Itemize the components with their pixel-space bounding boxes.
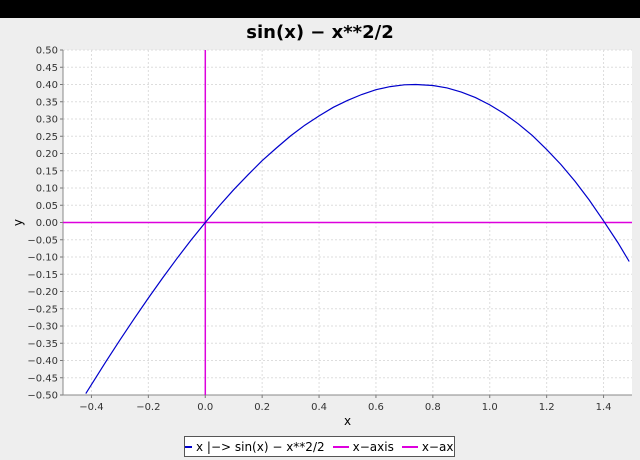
y-tick-label: −0.50 — [27, 391, 58, 402]
chart-title: sin(x) − x**2/2 — [246, 22, 394, 43]
legend-label-x-axis-horizontal: x−axis — [352, 439, 394, 454]
legend-swatch-function — [185, 445, 192, 448]
y-tick-label: 0.10 — [36, 184, 58, 195]
y-axis-label: y — [11, 219, 25, 226]
y-tick-label: 0.30 — [36, 115, 58, 126]
y-tick-label: 0.00 — [36, 218, 58, 229]
y-tick-label: 0.05 — [36, 201, 58, 212]
legend-item-x-axis-vertical: x−axis — [401, 439, 454, 454]
legend-item-function: x |−> sin(x) − x**2/2 — [185, 439, 325, 454]
y-tick-label: 0.50 — [36, 46, 58, 57]
function-curve — [85, 83, 630, 394]
y-tick-label: −0.30 — [27, 322, 58, 333]
y-tick-label: −0.20 — [27, 287, 58, 298]
y-tick-label: 0.40 — [36, 80, 58, 91]
x-tick-label: 1.4 — [596, 402, 612, 413]
y-tick-label: 0.35 — [36, 97, 58, 108]
y-tick-label: −0.35 — [27, 339, 58, 350]
legend-swatch-x-axis-vertical — [401, 445, 418, 448]
legend-item-x-axis-horizontal: x−axis — [332, 439, 394, 454]
y-tick-label: −0.15 — [27, 270, 58, 281]
y-tick-label: −0.05 — [27, 235, 58, 246]
y-tick-label: 0.15 — [36, 166, 58, 177]
window-top-bar — [0, 0, 640, 18]
x-tick-label: −0.4 — [79, 402, 103, 413]
legend-swatch-x-axis-horizontal — [332, 445, 349, 448]
x-tick-label: 0.2 — [254, 402, 270, 413]
x-tick-label: 0.4 — [311, 402, 327, 413]
y-tick-label: −0.40 — [27, 356, 58, 367]
x-tick-label: 1.0 — [482, 402, 498, 413]
y-tick-label: −0.45 — [27, 373, 58, 384]
y-tick-label: −0.25 — [27, 304, 58, 315]
x-tick-label: 0.6 — [368, 402, 384, 413]
y-tick-label: 0.45 — [36, 63, 58, 74]
y-tick-label: 0.25 — [36, 132, 58, 143]
x-tick-label: 0.0 — [197, 402, 213, 413]
x-tick-label: −0.2 — [136, 402, 160, 413]
y-tick-label: 0.20 — [36, 149, 58, 160]
x-tick-label: 1.2 — [539, 402, 555, 413]
legend-label-x-axis-vertical: x−axis — [421, 439, 454, 454]
x-tick-label: 0.8 — [425, 402, 441, 413]
chart-legend: x |−> sin(x) − x**2/2 x−axis x−axis — [184, 436, 455, 457]
legend-label-function: x |−> sin(x) − x**2/2 — [195, 439, 325, 454]
x-axis-label: x — [344, 414, 351, 428]
y-tick-label: −0.10 — [27, 253, 58, 264]
